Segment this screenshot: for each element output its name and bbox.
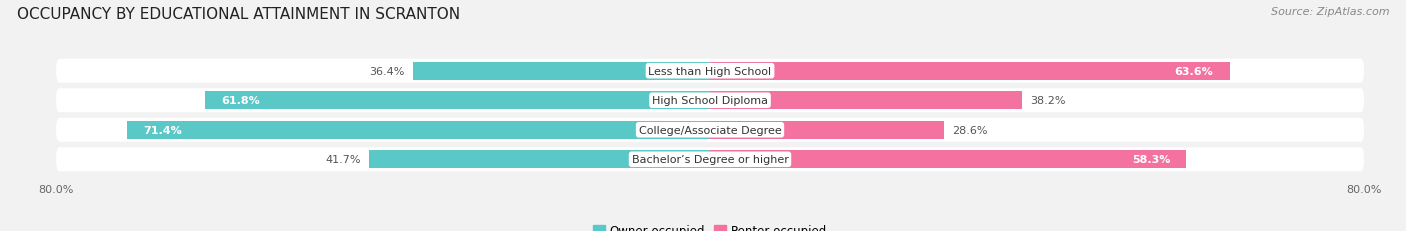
Bar bbox=[205, 92, 710, 110]
Text: 58.3%: 58.3% bbox=[1132, 155, 1170, 164]
Bar bbox=[412, 62, 710, 81]
Text: College/Associate Degree: College/Associate Degree bbox=[638, 125, 782, 135]
FancyBboxPatch shape bbox=[56, 89, 1364, 113]
Text: 38.2%: 38.2% bbox=[1031, 96, 1066, 106]
Bar bbox=[710, 121, 943, 139]
Text: Bachelor’s Degree or higher: Bachelor’s Degree or higher bbox=[631, 155, 789, 164]
Text: 63.6%: 63.6% bbox=[1174, 67, 1213, 76]
Bar bbox=[710, 150, 1187, 169]
Legend: Owner-occupied, Renter-occupied: Owner-occupied, Renter-occupied bbox=[588, 219, 832, 231]
Text: 61.8%: 61.8% bbox=[221, 96, 260, 106]
Text: OCCUPANCY BY EDUCATIONAL ATTAINMENT IN SCRANTON: OCCUPANCY BY EDUCATIONAL ATTAINMENT IN S… bbox=[17, 7, 460, 22]
Text: 28.6%: 28.6% bbox=[952, 125, 987, 135]
Bar bbox=[370, 150, 710, 169]
Bar bbox=[710, 62, 1230, 81]
Text: Source: ZipAtlas.com: Source: ZipAtlas.com bbox=[1271, 7, 1389, 17]
FancyBboxPatch shape bbox=[56, 60, 1364, 83]
Text: 36.4%: 36.4% bbox=[368, 67, 405, 76]
Bar bbox=[710, 92, 1022, 110]
Text: High School Diploma: High School Diploma bbox=[652, 96, 768, 106]
Text: 71.4%: 71.4% bbox=[143, 125, 181, 135]
Text: Less than High School: Less than High School bbox=[648, 67, 772, 76]
FancyBboxPatch shape bbox=[56, 118, 1364, 142]
FancyBboxPatch shape bbox=[56, 148, 1364, 171]
Bar bbox=[127, 121, 710, 139]
Text: 41.7%: 41.7% bbox=[326, 155, 361, 164]
